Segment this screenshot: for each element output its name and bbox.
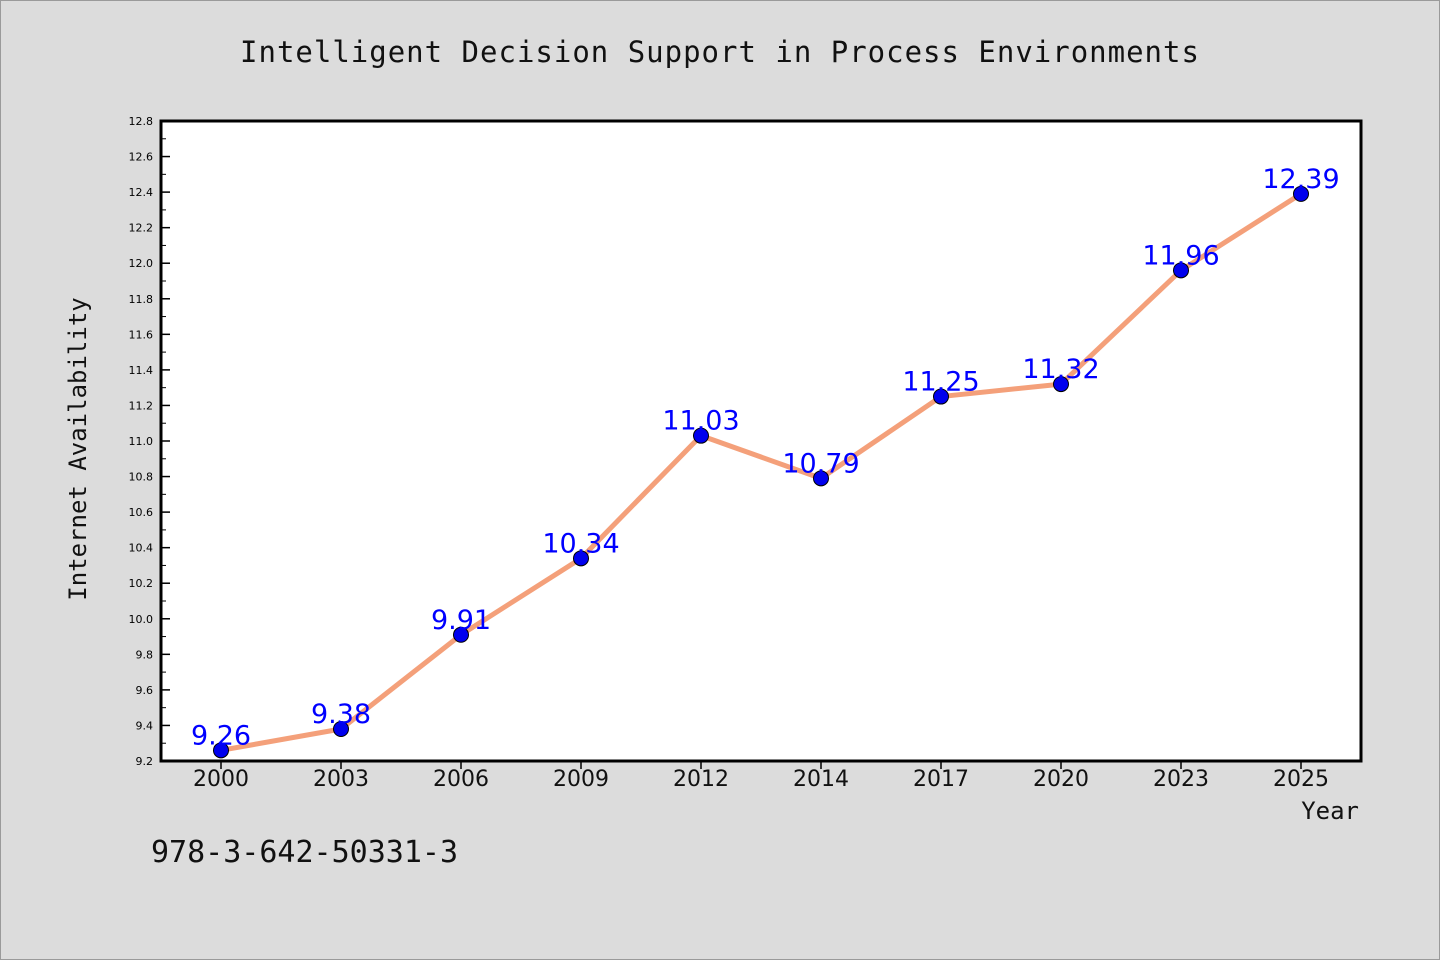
- data-point: [813, 470, 829, 487]
- y-tick-label: 9.6: [136, 684, 154, 697]
- data-point: [333, 721, 349, 737]
- y-tick-label: 10.8: [129, 471, 154, 484]
- data-point: [453, 626, 469, 643]
- data-label: 11.96: [1142, 240, 1219, 271]
- y-tick-label: 9.4: [136, 719, 154, 732]
- data-label: 9.26: [191, 720, 251, 751]
- y-tick-label: 12.6: [129, 151, 154, 164]
- series-line: [218, 191, 1304, 753]
- isbn-footnote: 978-3-642-50331-3: [151, 835, 459, 870]
- y-tick-label: 10.6: [129, 506, 154, 519]
- x-tick-label: 2020: [1033, 767, 1089, 792]
- y-tick-label: 10.2: [129, 577, 154, 590]
- y-tick-label: 11.2: [129, 399, 154, 412]
- data-point: [573, 550, 589, 567]
- y-tick-label: 11.0: [129, 435, 154, 448]
- x-tick-label: 2000: [193, 767, 249, 792]
- y-tick-label: 12.2: [129, 222, 154, 235]
- data-point: [693, 427, 709, 444]
- data-label: 10.79: [782, 448, 859, 479]
- x-tick-label: 2025: [1273, 767, 1329, 792]
- data-label: 11.03: [662, 406, 739, 437]
- y-tick-label: 11.6: [129, 328, 154, 341]
- y-axis: 9.2 9.4 9.6 9.8 10.0 10.2 10.4 10.6 10.8 11.0 11.2…: [129, 115, 170, 768]
- x-tick-label: 2017: [913, 767, 969, 792]
- y-tick-label: 12.4: [129, 186, 154, 199]
- data-label: 12.39: [1262, 164, 1339, 195]
- x-tick-label: 2009: [553, 767, 609, 792]
- y-tick-label: 10.0: [129, 613, 154, 626]
- x-tick-label: 2003: [313, 767, 369, 792]
- data-point: [1173, 262, 1189, 279]
- data-label: 10.34: [542, 528, 619, 559]
- x-tick-label: 2023: [1153, 767, 1209, 792]
- y-tick-label: 12.8: [129, 115, 154, 128]
- x-axis-label: Year: [1301, 797, 1359, 825]
- data-label: 9.38: [311, 699, 371, 730]
- data-point: [933, 388, 949, 405]
- x-tick-label: 2014: [793, 767, 849, 792]
- x-axis: 2000 2003 2006 2009 2012 2014 2017 2020 2023 2025: [193, 761, 1329, 792]
- y-tick-label: 9.8: [136, 648, 154, 661]
- plot-area: [159, 119, 1363, 763]
- data-label: 11.25: [902, 367, 979, 398]
- y-tick-label: 11.8: [129, 293, 154, 306]
- data-point: [1053, 376, 1069, 393]
- x-tick-label: 2006: [433, 767, 489, 792]
- chart-title: Intelligent Decision Support in Process …: [240, 35, 1200, 69]
- series-layer: 9.26 9.38 9.91 10.34 11.03 10.79 11.25 11.32 11.…: [191, 164, 1340, 759]
- data-label: 9.91: [431, 605, 491, 636]
- y-tick-label: 11.4: [129, 364, 154, 377]
- data-point: [1293, 185, 1309, 202]
- data-point: [213, 742, 229, 759]
- data-label: 11.32: [1022, 354, 1099, 385]
- y-tick-label: 10.4: [129, 542, 154, 555]
- x-tick-label: 2012: [673, 767, 729, 792]
- y-tick-label: 9.2: [136, 755, 154, 768]
- y-tick-label: 12.0: [129, 257, 154, 270]
